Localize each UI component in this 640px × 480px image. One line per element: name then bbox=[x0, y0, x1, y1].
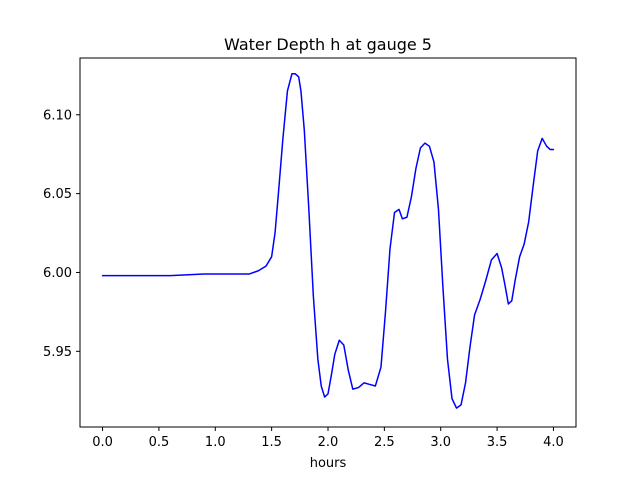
y-tick-label: 6.10 bbox=[43, 108, 72, 123]
x-tick-label: 2.0 bbox=[318, 435, 339, 450]
x-tick-label: 4.0 bbox=[543, 435, 564, 450]
x-tick-label: 1.0 bbox=[205, 435, 226, 450]
x-tick-label: 3.0 bbox=[430, 435, 451, 450]
chart-title: Water Depth h at gauge 5 bbox=[224, 35, 432, 54]
y-axis: 5.95 6.00 6.05 6.10 bbox=[43, 108, 80, 360]
x-tick-label: 0.5 bbox=[149, 435, 170, 450]
plot-area bbox=[101, 73, 555, 409]
plot-frame bbox=[79, 57, 577, 428]
x-tick-label: 2.5 bbox=[374, 435, 395, 450]
series-line-0 bbox=[101, 73, 555, 409]
x-axis: 0.0 0.5 1.0 1.5 2.0 2.5 3.0 3.5 4.0 bbox=[92, 427, 564, 450]
x-tick-label: 1.5 bbox=[261, 435, 282, 450]
y-tick-label: 6.00 bbox=[43, 266, 72, 281]
x-tick-label: 3.5 bbox=[487, 435, 508, 450]
x-tick-label: 0.0 bbox=[92, 435, 113, 450]
y-tick-label: 5.95 bbox=[43, 345, 72, 360]
y-tick-label: 6.05 bbox=[43, 187, 72, 202]
x-axis-label: hours bbox=[310, 456, 347, 471]
